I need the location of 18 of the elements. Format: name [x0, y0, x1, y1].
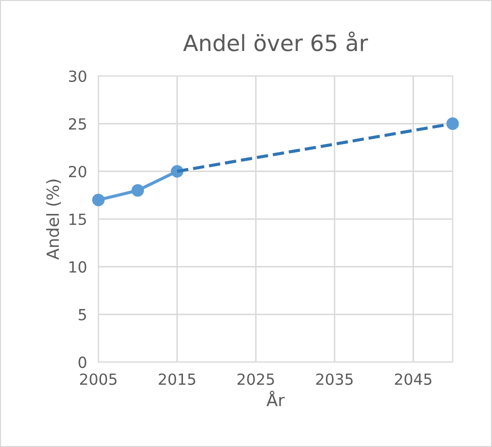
y-axis-title: Andel (%): [46, 180, 62, 260]
x-tick-label: 2005: [80, 373, 117, 386]
point: [132, 184, 144, 197]
y-tick-label: 30: [69, 70, 86, 82]
y-tick-label: 15: [70, 214, 86, 226]
y-tick-label: 20: [68, 166, 86, 178]
x-tick-label: 2045: [394, 373, 432, 386]
y-tick-label: 5: [78, 309, 86, 320]
x-tick-label: 2015: [158, 373, 196, 386]
x-axis-title: År: [266, 390, 285, 406]
y-tick-label: 0: [78, 356, 86, 368]
y-tick-label: 10: [70, 261, 86, 273]
chart-title: Andel över 65 år: [183, 31, 368, 52]
point: [446, 117, 459, 130]
x-tick-label: 2035: [316, 373, 353, 386]
y-tick-label: 25: [68, 118, 86, 130]
point: [92, 194, 105, 206]
x-tick-label: 2025: [238, 373, 274, 386]
